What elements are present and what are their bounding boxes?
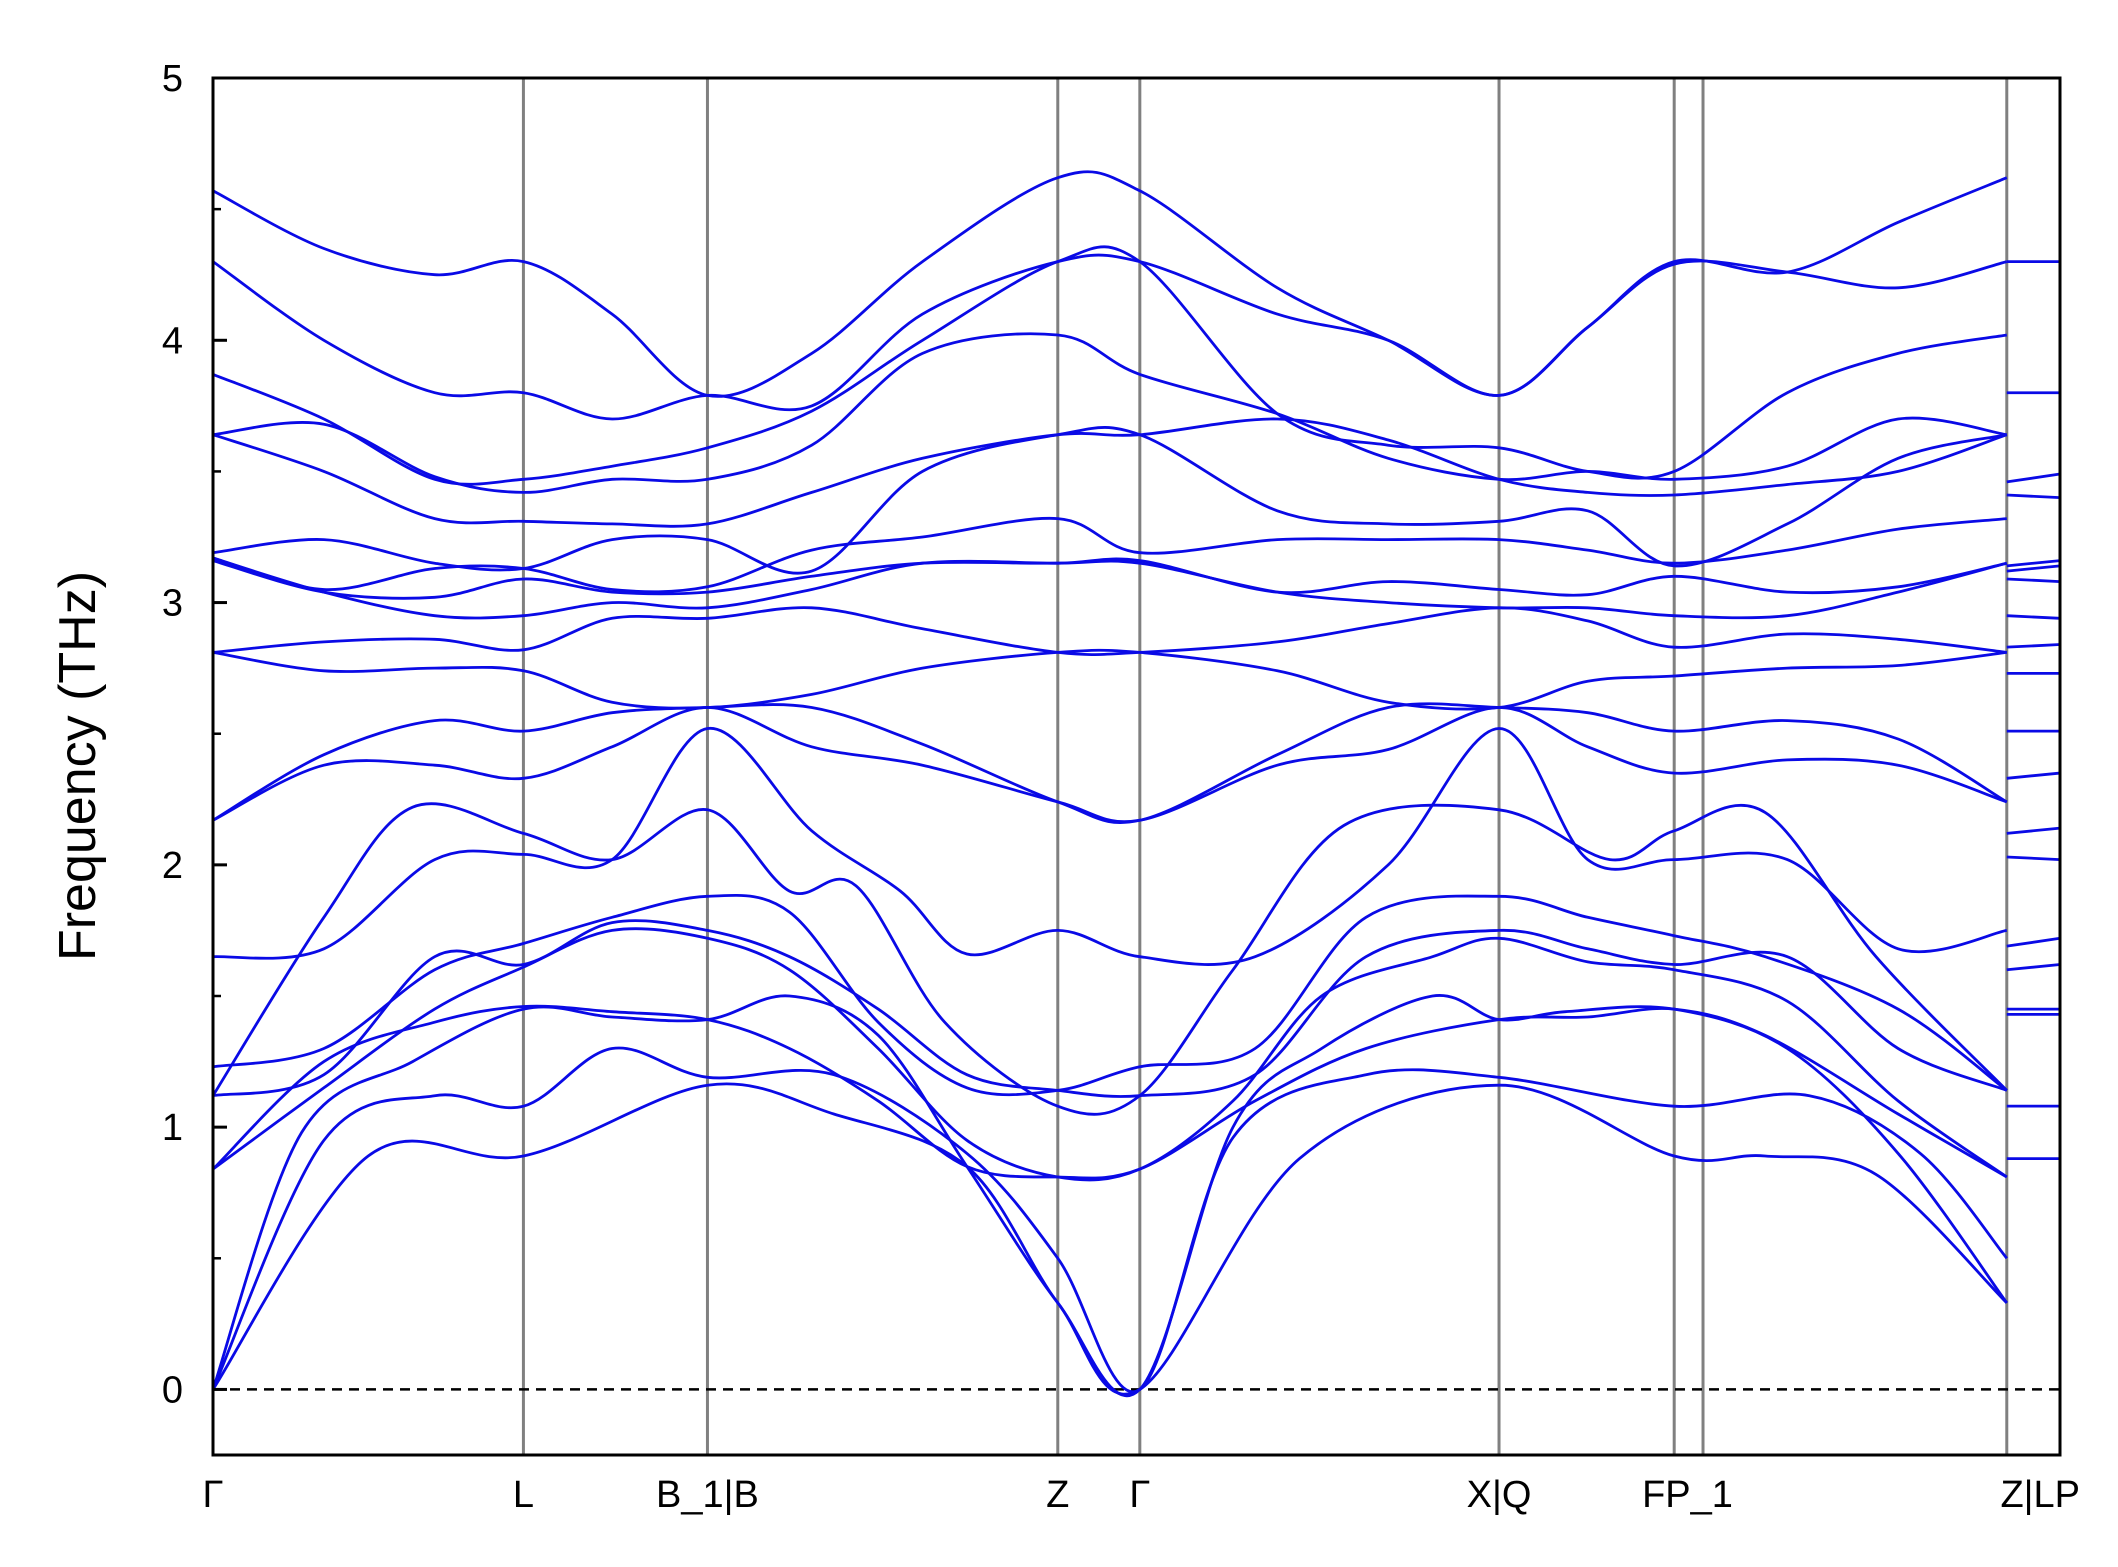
x-tick-label: FP_1 xyxy=(1642,1474,1733,1516)
y-axis-ticks: 0 1 2 3 4 5 xyxy=(162,58,227,1411)
phonon-band-segment xyxy=(2006,564,2061,573)
phonon-band xyxy=(212,253,2008,421)
phonon-band-segment xyxy=(2006,577,2061,583)
phonon-band xyxy=(212,919,2008,1098)
phonon-band xyxy=(212,245,2008,486)
phonon-band xyxy=(211,1082,2008,1396)
phonon-band xyxy=(212,702,2008,824)
phonon-band-segment xyxy=(2006,963,2061,972)
y-tick-label: 2 xyxy=(162,845,183,887)
phonon-band-segment xyxy=(2006,936,2061,948)
y-tick-label: 0 xyxy=(162,1369,183,1411)
y-tick-label: 1 xyxy=(162,1107,183,1149)
phonon-band xyxy=(212,557,2008,600)
phonon-band xyxy=(212,170,2008,398)
phonon-bands xyxy=(211,170,2061,1398)
x-axis-ticks: Γ L B_1|B Z Γ X|Q FP_1 Z|LP xyxy=(203,1474,2080,1516)
y-tick-label: 3 xyxy=(162,583,183,625)
phonon-band xyxy=(212,927,2008,1182)
y-axis-label: Frequency (THz) xyxy=(49,571,107,961)
phonon-band-segment xyxy=(2006,493,2061,500)
high-symmetry-lines xyxy=(521,78,2009,1455)
phonon-band-segment xyxy=(2006,855,2061,862)
phonon-band-segment xyxy=(2006,771,2061,780)
phonon-band xyxy=(211,802,2008,1116)
phonon-band xyxy=(212,556,2008,620)
x-tick-label: Γ xyxy=(203,1474,224,1516)
phonon-band-segment xyxy=(2006,826,2061,835)
x-tick-label: L xyxy=(513,1474,534,1516)
phonon-band xyxy=(212,417,2008,528)
phonon-band xyxy=(212,706,2008,824)
phonon-band-segment xyxy=(2006,559,2061,568)
phonon-band-segment xyxy=(2006,472,2061,484)
phonon-band xyxy=(212,727,2008,966)
phonon-band-segment xyxy=(2006,614,2061,620)
plot-frame xyxy=(211,76,2062,1457)
phonon-band xyxy=(211,1046,2008,1394)
phonon-band-segment xyxy=(2006,643,2061,649)
y-tick-label: 4 xyxy=(162,320,183,362)
phonon-band xyxy=(212,893,2008,1097)
y-tick-label: 5 xyxy=(162,58,183,100)
x-tick-label: X|Q xyxy=(1467,1474,1532,1516)
phonon-band xyxy=(212,426,2008,575)
x-tick-label: Γ xyxy=(1129,1474,1150,1516)
phonon-band xyxy=(212,332,2008,494)
x-tick-label: B_1|B xyxy=(656,1474,759,1516)
x-tick-label: Z|LP xyxy=(2000,1474,2080,1516)
phonon-band xyxy=(212,606,2007,657)
phonon-band xyxy=(212,648,2007,711)
x-tick-label: Z xyxy=(1046,1474,1069,1516)
